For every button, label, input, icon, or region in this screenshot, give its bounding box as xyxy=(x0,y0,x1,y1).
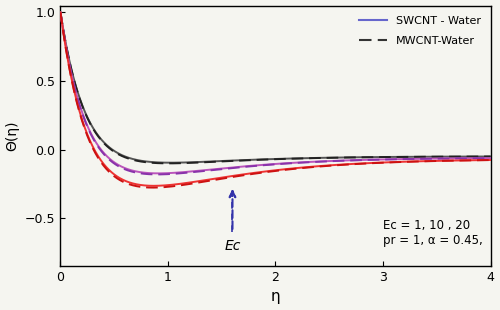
Text: Ec = 1, 10 , 20
pr = 1, α = 0.45,: Ec = 1, 10 , 20 pr = 1, α = 0.45, xyxy=(383,219,482,247)
Legend: SWCNT - Water, MWCNT-Water: SWCNT - Water, MWCNT-Water xyxy=(354,11,485,50)
Y-axis label: Θ(η): Θ(η) xyxy=(6,121,20,151)
X-axis label: η: η xyxy=(270,290,280,304)
Text: Ec: Ec xyxy=(224,239,240,253)
